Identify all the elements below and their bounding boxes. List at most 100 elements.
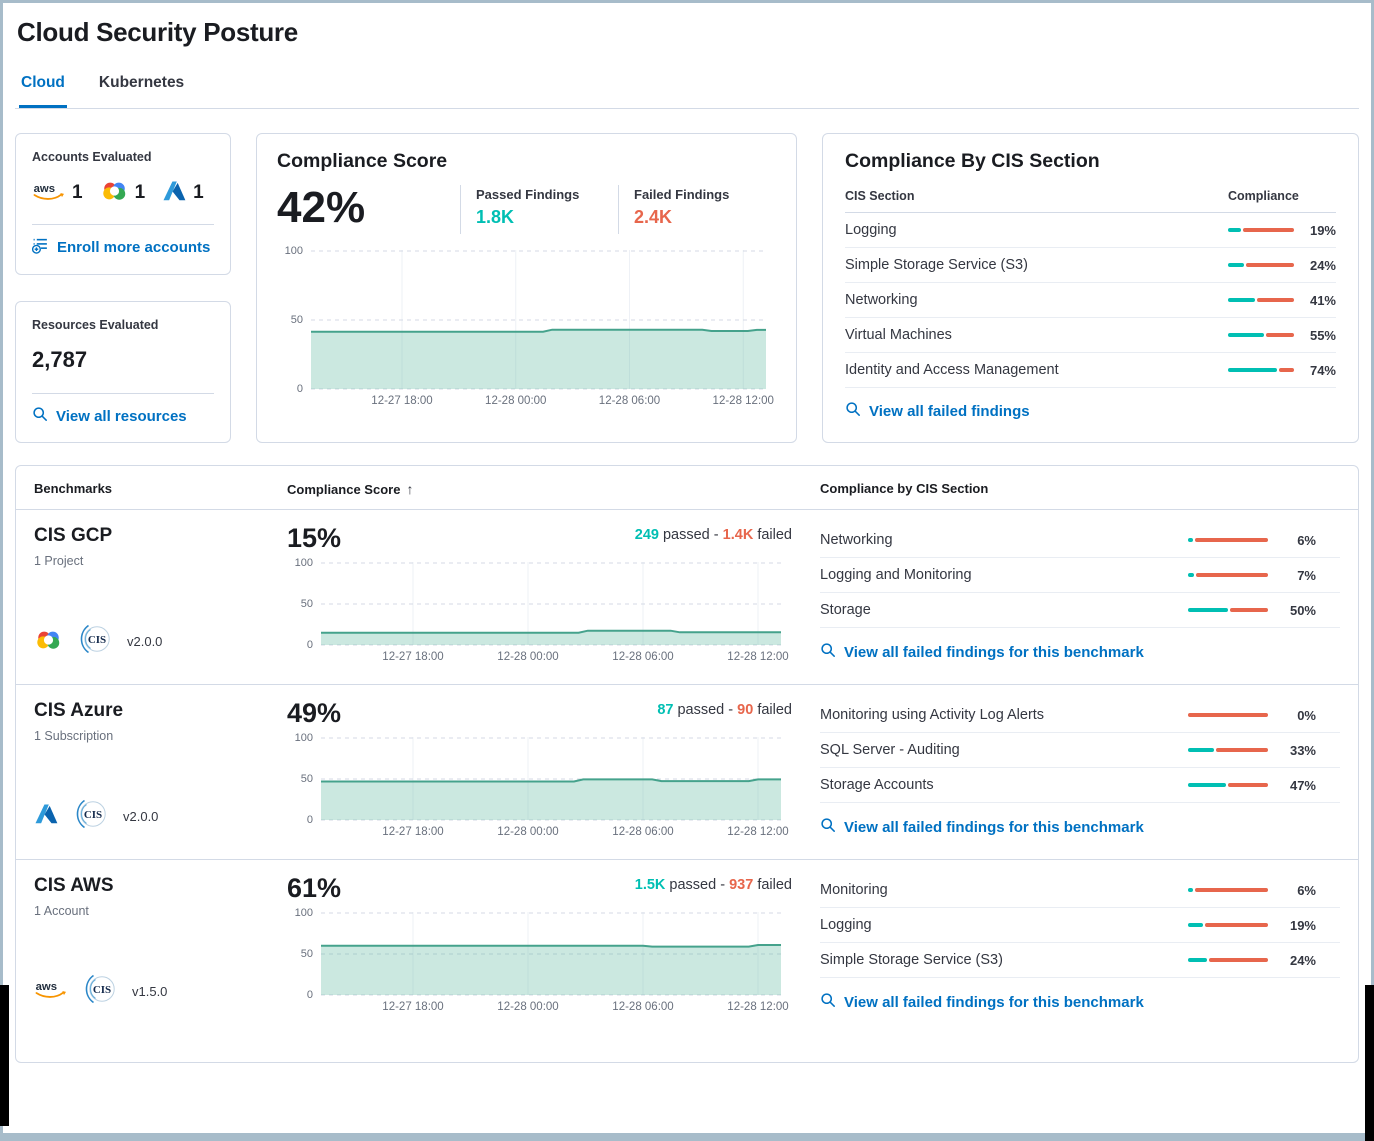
- compliance-bar: [1228, 228, 1294, 232]
- benchmark-section-row: Logging and Monitoring 7%: [820, 558, 1340, 593]
- accounts-evaluated-card: Accounts Evaluated aws 1 1 1 Enroll more …: [15, 133, 231, 275]
- cis-row-networking: Networking 41%: [845, 283, 1336, 318]
- compliance-percent: 6%: [1297, 882, 1316, 898]
- search-icon: [820, 992, 836, 1012]
- x-axis-tick-label: 12-28 00:00: [497, 826, 559, 838]
- compliance-bar-block: 7%: [1188, 568, 1316, 583]
- compliance-bar: [1188, 888, 1268, 892]
- compliance-bar-block: 24%: [1228, 258, 1336, 273]
- azure-icon: [34, 803, 59, 830]
- benchmark-score-value: 61%: [287, 873, 342, 903]
- azure-icon: [162, 180, 187, 207]
- passed-word: passed: [662, 527, 710, 543]
- resources-evaluated-card: Resources Evaluated 2,787 View all resou…: [15, 301, 231, 443]
- y-axis-tick-label: 100: [294, 732, 313, 744]
- compliance-score-column-header[interactable]: Compliance Score ↑: [287, 481, 792, 497]
- x-axis-tick-label: 12-28 06:00: [612, 826, 674, 838]
- benchmark-section-row: Monitoring using Activity Log Alerts 0%: [820, 698, 1340, 733]
- compliance-bar: [1188, 608, 1268, 612]
- compliance-bar: [1188, 573, 1268, 577]
- search-icon: [845, 401, 861, 421]
- compliance-percent: 19%: [1289, 917, 1316, 933]
- cis-gcp-trend-chart: [321, 562, 781, 646]
- aws-account-count: aws 1: [32, 180, 83, 207]
- cis-aws-trend-chart: [321, 912, 781, 996]
- letterbox-right: [1365, 985, 1374, 1141]
- y-axis-tick-label: 50: [290, 314, 303, 326]
- cis-section-name: Logging: [845, 222, 897, 238]
- cis-section-name: Identity and Access Management: [845, 362, 1059, 378]
- gcp-account-count: 1: [100, 179, 145, 207]
- y-axis-tick-label: 0: [296, 383, 303, 395]
- cis-logo-icon: CIS: [82, 971, 118, 1012]
- compliance-score-card: Compliance Score 42% Passed Findings 1.8…: [256, 133, 797, 443]
- view-benchmark-failed-findings-link[interactable]: View all failed findings for this benchm…: [820, 642, 1340, 662]
- compliance-bar-block: 50%: [1188, 603, 1316, 618]
- compliance-percent: 55%: [1309, 327, 1336, 343]
- compliance-percent: 41%: [1309, 292, 1336, 308]
- enroll-more-accounts-link[interactable]: Enroll more accounts: [31, 237, 214, 258]
- cis-section-name: Logging and Monitoring: [820, 567, 972, 583]
- y-axis-tick-label: 100: [294, 557, 313, 569]
- tab-kubernetes[interactable]: Kubernetes: [97, 68, 186, 108]
- benchmark-info: CIS Azure 1 Subscription CIS v2.0.0: [34, 700, 259, 841]
- failed-findings-block: Failed Findings 2.4K: [618, 185, 748, 234]
- dash: -: [728, 702, 734, 718]
- compliance-bar-block: 19%: [1228, 223, 1336, 238]
- compliance-percent: 7%: [1297, 567, 1316, 583]
- passed-count: 87: [657, 702, 674, 718]
- compliance-bar-block: 55%: [1228, 328, 1336, 343]
- aws-icon: aws: [32, 180, 66, 207]
- x-axis-tick-label: 12-28 12:00: [727, 1001, 789, 1013]
- search-icon: [32, 406, 48, 426]
- view-all-resources-link[interactable]: View all resources: [32, 406, 214, 426]
- compliance-column-header: Compliance: [1228, 189, 1299, 203]
- compliance-bar-block: 47%: [1188, 778, 1316, 793]
- view-benchmark-failed-findings-link[interactable]: View all failed findings for this benchm…: [820, 992, 1340, 1012]
- cis-section-name: Monitoring: [820, 882, 888, 898]
- dash: -: [720, 877, 726, 893]
- compliance-bar: [1188, 748, 1268, 752]
- benchmarks-column-header: Benchmarks: [34, 481, 113, 496]
- benchmark-score-value: 15%: [287, 523, 342, 553]
- benchmark-score-header: 15% 249 passed - 1.4K failed: [287, 525, 792, 552]
- overall-score-value: 42%: [277, 183, 366, 232]
- passed-findings-block: Passed Findings 1.8K: [460, 185, 590, 234]
- tab-bar: Cloud Kubernetes: [15, 68, 1359, 109]
- cis-azure-trend-chart: [321, 737, 781, 821]
- view-all-failed-findings-label: View all failed findings: [869, 402, 1030, 420]
- cis-section-name: Simple Storage Service (S3): [845, 257, 1028, 273]
- view-benchmark-failed-findings-label: View all failed findings for this benchm…: [844, 643, 1144, 661]
- failed-count: 937: [729, 877, 754, 893]
- benchmark-name: CIS AWS: [34, 875, 114, 896]
- y-axis-tick-label: 50: [300, 948, 313, 960]
- x-axis-tick-label: 12-27 18:00: [382, 1001, 444, 1013]
- compliance-bar-block: 0%: [1188, 708, 1316, 723]
- passed-word: passed: [669, 877, 717, 893]
- search-icon: [820, 817, 836, 837]
- view-benchmark-failed-findings-link[interactable]: View all failed findings for this benchm…: [820, 817, 1340, 837]
- cis-section-name: Logging: [820, 917, 872, 933]
- gcp-icon: [100, 179, 129, 207]
- compliance-bar: [1188, 713, 1268, 717]
- benchmark-version: v2.0.0: [123, 809, 159, 824]
- view-benchmark-failed-findings-label: View all failed findings for this benchm…: [844, 818, 1144, 836]
- y-axis-tick-label: 0: [306, 814, 313, 826]
- passed-word: passed: [677, 702, 725, 718]
- benchmark-score-header: 61% 1.5K passed - 937 failed: [287, 875, 792, 902]
- benchmark-logos: CIS v2.0.0: [34, 796, 259, 841]
- cis-section-name: SQL Server - Auditing: [820, 742, 960, 758]
- benchmark-subtitle: 1 Account: [34, 904, 89, 918]
- benchmark-link-row: View all failed findings for this benchm…: [820, 992, 1340, 1012]
- compliance-by-cis-section-card: Compliance By CIS Section CIS Section Co…: [822, 133, 1359, 443]
- aws-icon: aws: [34, 978, 68, 1005]
- cis-section-name: Storage: [820, 602, 871, 618]
- compliance-percent: 74%: [1309, 362, 1336, 378]
- cis-card-title: Compliance By CIS Section: [845, 150, 1100, 172]
- tab-cloud[interactable]: Cloud: [19, 68, 67, 108]
- view-all-failed-findings-link[interactable]: View all failed findings: [845, 401, 1336, 421]
- benchmark-trend-chart-wrap: 100 50 0 12-27 18:00 12-28 00:00 12-28 06:00 1…: [287, 557, 792, 663]
- benchmark-version: v1.5.0: [132, 984, 168, 999]
- compliance-bar: [1188, 783, 1268, 787]
- x-axis-tick-label: 12-27 18:00: [382, 651, 444, 663]
